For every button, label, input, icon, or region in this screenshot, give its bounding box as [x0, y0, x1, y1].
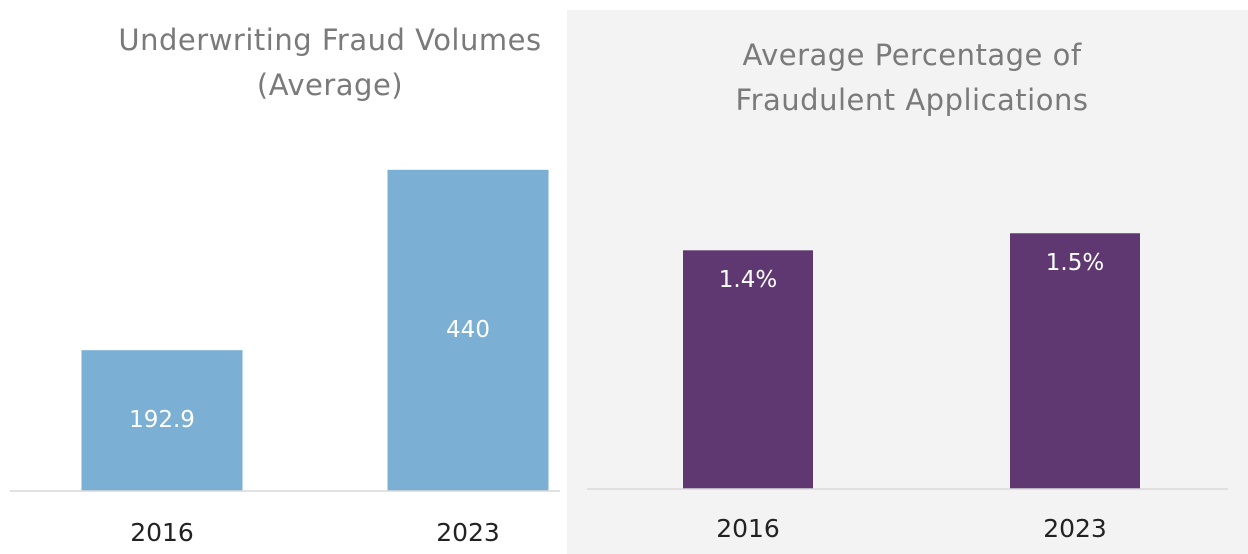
data-label: 1.4% — [719, 267, 777, 293]
x-tick-label: 2023 — [436, 518, 500, 547]
data-label: 440 — [446, 317, 490, 343]
x-tick-label: 2016 — [130, 518, 194, 547]
bar — [1010, 233, 1140, 489]
x-tick-label: 2023 — [1043, 514, 1107, 543]
bar — [81, 350, 243, 491]
x-tick-label: 2016 — [716, 514, 780, 543]
chart-title: Underwriting Fraud Volumes — [118, 23, 541, 57]
data-label: 1.5% — [1046, 250, 1104, 276]
data-label: 192.9 — [129, 407, 195, 433]
chart-title: Fraudulent Applications — [736, 83, 1089, 117]
bar — [387, 169, 549, 492]
chart-title: (Average) — [257, 68, 403, 102]
chart-title: Average Percentage of — [742, 38, 1081, 72]
bar — [683, 250, 813, 489]
